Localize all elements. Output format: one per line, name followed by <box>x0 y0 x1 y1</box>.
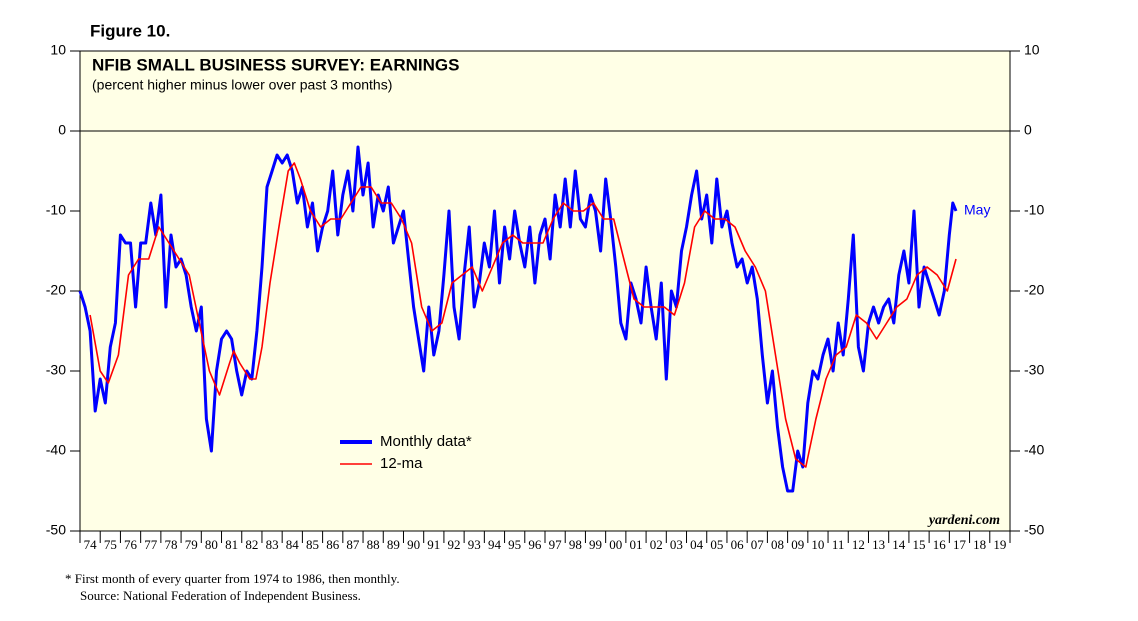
legend-label: 12-ma <box>380 455 423 472</box>
legend-label: Monthly data* <box>380 433 472 450</box>
x-tick-label: 90 <box>407 537 420 552</box>
x-tick-label: 96 <box>528 537 542 552</box>
x-tick-label: 05 <box>710 537 723 552</box>
x-tick-label: 17 <box>953 537 967 552</box>
x-tick-label: 77 <box>144 537 158 552</box>
chart-title: NFIB SMALL BUSINESS SURVEY: EARNINGS <box>92 55 459 74</box>
x-tick-label: 85 <box>306 537 319 552</box>
x-tick-label: 97 <box>549 537 563 552</box>
y2-tick-label: -10 <box>1024 202 1044 218</box>
x-tick-label: 11 <box>832 537 845 552</box>
y2-tick-label: -20 <box>1024 282 1044 298</box>
x-tick-label: 99 <box>589 537 602 552</box>
x-tick-label: 88 <box>367 537 380 552</box>
figure-label: Figure 10. <box>90 21 170 40</box>
y-tick-label: 0 <box>58 122 66 138</box>
x-tick-label: 18 <box>973 537 986 552</box>
source-mark: yardeni.com <box>927 513 1000 528</box>
y2-tick-label: 0 <box>1024 122 1032 138</box>
x-tick-label: 94 <box>488 537 502 552</box>
x-tick-label: 04 <box>690 537 704 552</box>
y-tick-label: -40 <box>46 442 66 458</box>
x-tick-label: 84 <box>286 537 300 552</box>
x-tick-label: 92 <box>448 537 461 552</box>
legend: Monthly data* 12-ma <box>340 433 472 472</box>
x-tick-label: 81 <box>225 537 238 552</box>
x-tick-label: 86 <box>326 537 340 552</box>
y2-tick-label: 10 <box>1024 42 1040 58</box>
x-tick-label: 80 <box>205 537 218 552</box>
chart-subtitle: (percent higher minus lower over past 3 … <box>92 77 392 93</box>
x-tick-label: 76 <box>124 537 138 552</box>
x-tick-label: 10 <box>811 537 824 552</box>
y2-tick-label: -40 <box>1024 442 1044 458</box>
annotation: May <box>964 202 990 218</box>
y-tick-label: -30 <box>46 362 66 378</box>
plot-area <box>79 50 1011 532</box>
x-tick-label: 87 <box>346 537 360 552</box>
x-tick-label: 91 <box>427 537 440 552</box>
series-line <box>89 162 957 468</box>
footnote: * First month of every quarter from 1974… <box>65 571 400 586</box>
x-tick-label: 98 <box>569 537 582 552</box>
x-tick-label: 02 <box>650 537 663 552</box>
series-line <box>78 145 958 493</box>
y-tick-label: 10 <box>50 42 66 58</box>
x-tick-label: 01 <box>629 537 642 552</box>
y2-tick-label: -50 <box>1024 522 1044 538</box>
x-tick-label: 95 <box>508 537 521 552</box>
x-tick-label: 09 <box>791 537 804 552</box>
x-tick-label: 89 <box>387 537 400 552</box>
x-tick-label: 74 <box>84 537 98 552</box>
y2-tick-label: -30 <box>1024 362 1044 378</box>
x-tick-label: 75 <box>104 537 117 552</box>
y-tick-label: -20 <box>46 282 66 298</box>
x-tick-label: 15 <box>913 537 926 552</box>
x-tick-label: 08 <box>771 537 784 552</box>
x-tick-label: 13 <box>872 537 885 552</box>
x-tick-label: 03 <box>670 537 683 552</box>
x-tick-label: 19 <box>993 537 1006 552</box>
x-tick-label: 93 <box>468 537 481 552</box>
x-tick-label: 78 <box>164 537 177 552</box>
x-tick-label: 12 <box>852 537 865 552</box>
y-tick-label: -10 <box>46 202 66 218</box>
x-tick-label: 16 <box>933 537 947 552</box>
x-tick-label: 14 <box>892 537 906 552</box>
x-tick-label: 07 <box>751 537 765 552</box>
x-tick-label: 06 <box>731 537 745 552</box>
x-tick-label: 83 <box>266 537 279 552</box>
source: Source: National Federation of Independe… <box>80 588 361 603</box>
x-tick-label: 82 <box>245 537 258 552</box>
x-tick-label: 79 <box>185 537 198 552</box>
x-tick-label: 00 <box>609 537 622 552</box>
y-tick-label: -50 <box>46 522 66 538</box>
